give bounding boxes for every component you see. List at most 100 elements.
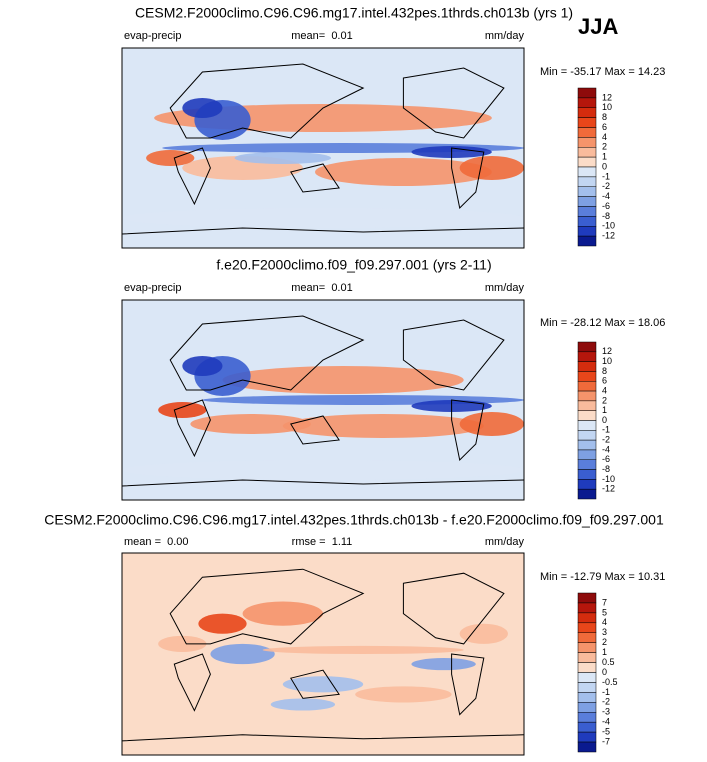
colorbar-swatch [577,381,597,392]
colorbar-label: 0 [602,667,607,677]
colorbar-swatch [577,410,597,421]
colorbar-swatch [577,226,597,237]
min-max: Min = -12.79 Max = 10.31 [540,571,665,583]
colorbar-label: 1 [602,405,607,415]
colorbar-swatch [577,439,597,451]
map-background [122,553,524,755]
units-label: mm/day [485,282,525,294]
colorbar-label: 8 [602,366,607,376]
panel-title: f.e20.F2000climo.f09_f09.297.001 (yrs 2-… [216,257,491,273]
panel-title: CESM2.F2000climo.C96.C96.mg17.intel.432p… [135,5,573,21]
map-frame [121,47,525,249]
colorbar-label: -6 [602,201,610,211]
map-field [282,414,484,438]
map-field [411,658,476,671]
coastline [402,572,505,645]
map [121,299,525,501]
map-field [210,643,275,665]
colorbar-swatch [577,107,597,118]
colorbar-swatch [577,731,597,743]
map [121,552,525,756]
colorbar-label: 3 [602,627,607,637]
map-field [222,366,464,394]
map-field [314,158,492,186]
units-label: mm/day [485,536,525,548]
colorbar-label: 4 [602,132,607,142]
map-field [122,208,524,228]
coastline [290,415,340,445]
colorbar-label: 1 [602,152,607,162]
map-field [459,412,524,436]
colorbar-swatch [577,672,597,683]
colorbar-label: 5 [602,607,607,617]
coastline [121,227,525,235]
min-max: Min = -28.12 Max = 18.06 [540,317,665,329]
coastline [169,315,365,391]
colorbar-label: -8 [602,211,610,221]
colorbar-label: 7 [602,597,607,607]
coastline [121,734,525,742]
left-label: evap-precip [124,30,181,42]
coastline [173,147,211,206]
colorbar-swatch [577,592,597,604]
coastline [451,653,485,716]
colorbar-label: -12 [602,484,615,494]
center-label: mean= 0.01 [291,30,352,42]
map-field [146,150,195,166]
colorbar-swatch [577,147,597,158]
colorbar-swatch [577,430,597,441]
coastline [173,653,211,712]
colorbar-label: 0 [602,161,607,171]
map-field [182,356,223,376]
coastline [169,568,365,645]
colorbar-swatch [577,216,597,227]
colorbar-swatch [577,721,597,733]
colorbar-label: 10 [602,102,612,112]
colorbar-label: 12 [602,92,612,102]
colorbar-label: -3 [602,707,610,717]
colorbar-label: 4 [602,385,607,395]
units-label: mm/day [485,30,525,42]
colorbar-swatch [577,420,597,431]
colorbar-label: -4 [602,717,610,727]
colorbar-swatch [577,127,597,138]
colorbar-swatch [577,137,597,148]
colorbar-label: -8 [602,464,610,474]
colorbar-swatch [577,712,597,723]
colorbar-label: -12 [602,231,615,241]
colorbar-swatch [577,632,597,643]
colorbar-swatch [577,186,597,197]
colorbar-label: -10 [602,474,615,484]
colorbar-label: 2 [602,142,607,152]
coastline [451,399,485,462]
colorbar-label: 6 [602,122,607,132]
map-field [198,613,247,634]
panel-title: CESM2.F2000climo.C96.C96.mg17.intel.432p… [44,512,664,528]
colorbar-swatch [577,741,597,753]
map-field [355,686,452,703]
map-field [182,98,223,118]
map-frame [121,299,525,501]
map-field [234,152,332,164]
map-field [270,698,336,711]
colorbar-swatch [577,469,597,480]
coastline [402,67,505,139]
map-frame [121,552,525,756]
colorbar-label: 10 [602,356,612,366]
map-field [122,460,524,480]
colorbar-label: -2 [602,181,610,191]
center-label: rmse = 1.11 [292,536,353,548]
colorbar-swatch [577,166,597,178]
colorbar-swatch [577,602,597,614]
coastline [290,669,340,699]
colorbar-label: -4 [602,444,610,454]
coastline [121,479,525,487]
colorbar-swatch [577,206,597,217]
colorbar-swatch [577,622,597,633]
colorbar-label: 2 [602,637,607,647]
colorbar-swatch [577,390,597,402]
colorbar-label: -1 [602,687,610,697]
colorbar-swatch [577,400,597,411]
colorbar-swatch [577,156,597,168]
